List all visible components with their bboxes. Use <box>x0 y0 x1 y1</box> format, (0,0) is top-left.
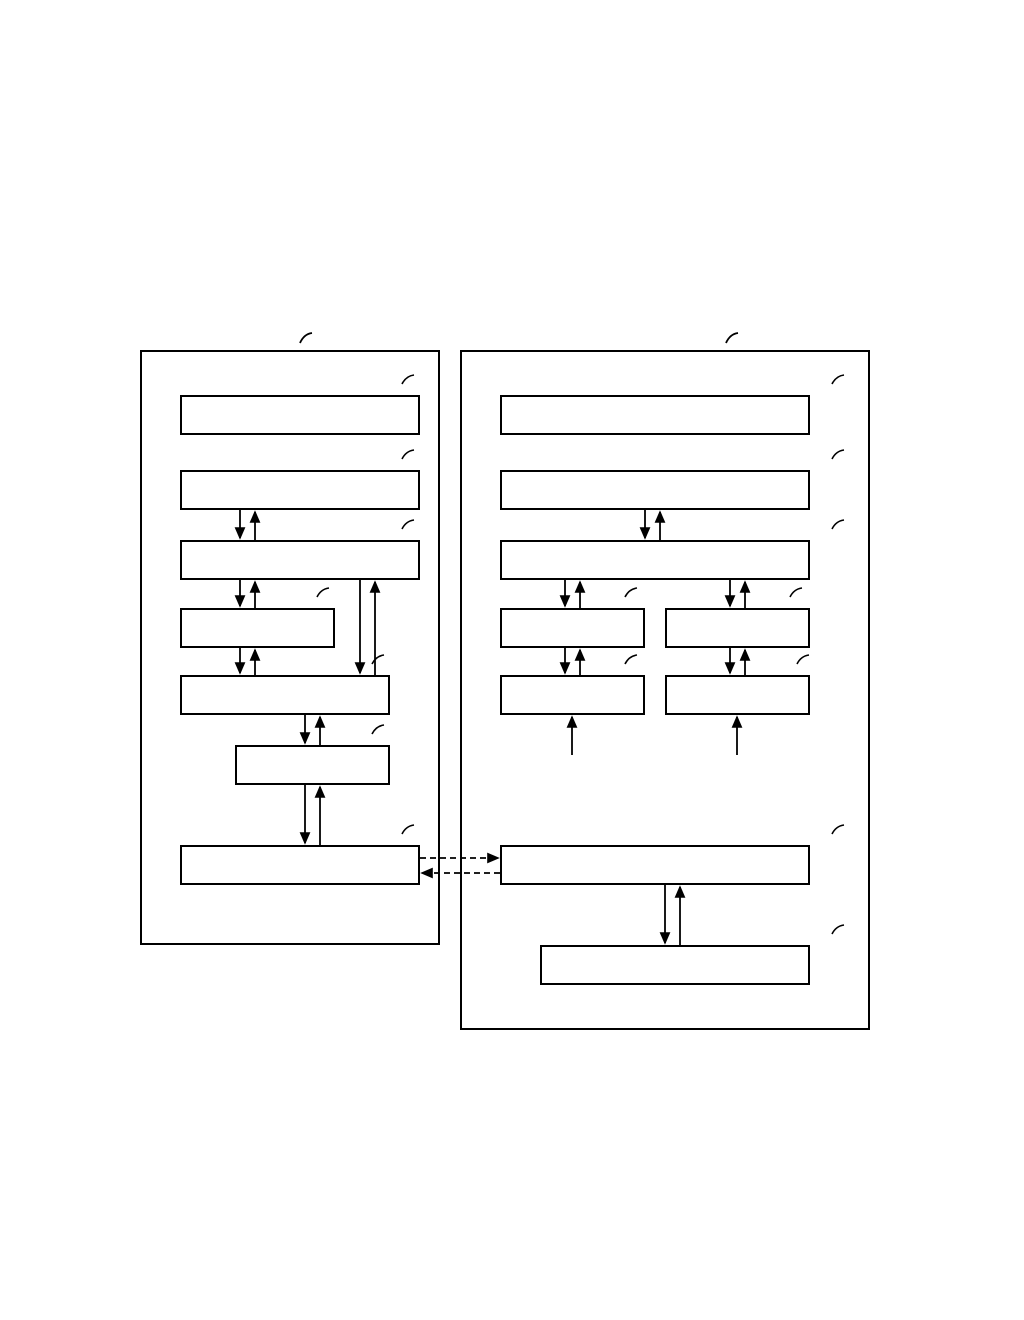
block-rec-reservation <box>180 675 390 715</box>
block-data-transfer <box>235 745 390 785</box>
block-radio-communication <box>500 845 810 885</box>
ref-26 <box>400 447 420 464</box>
block-diagram <box>140 315 880 1035</box>
ref-22 <box>370 722 390 739</box>
block-input <box>500 675 645 715</box>
block-camera <box>665 675 810 715</box>
ref-12 <box>623 585 643 602</box>
block-camera-control <box>665 608 810 648</box>
ref-11 <box>623 652 643 669</box>
block-communication <box>180 845 420 885</box>
block-left-control <box>180 395 420 435</box>
block-ui <box>500 470 810 510</box>
block-input-control <box>500 608 645 648</box>
ref-27 <box>400 372 420 389</box>
ref-24 <box>315 585 335 602</box>
block-rec-transfer <box>180 540 420 580</box>
ref-21 <box>400 822 420 839</box>
block-database <box>180 470 420 510</box>
ref-16 <box>830 447 850 464</box>
ref-18 <box>830 922 850 939</box>
page-header <box>0 82 1024 102</box>
block-storage <box>540 945 810 985</box>
ref-15 <box>830 517 850 534</box>
block-user-profile <box>180 608 335 648</box>
ref-23 <box>370 652 390 669</box>
ref-17 <box>830 822 850 839</box>
ref-25 <box>400 517 420 534</box>
block-os <box>500 540 810 580</box>
ref-3 <box>795 652 815 669</box>
ref-14 <box>788 585 808 602</box>
block-right-control <box>500 395 810 435</box>
ref-19 <box>830 372 850 389</box>
